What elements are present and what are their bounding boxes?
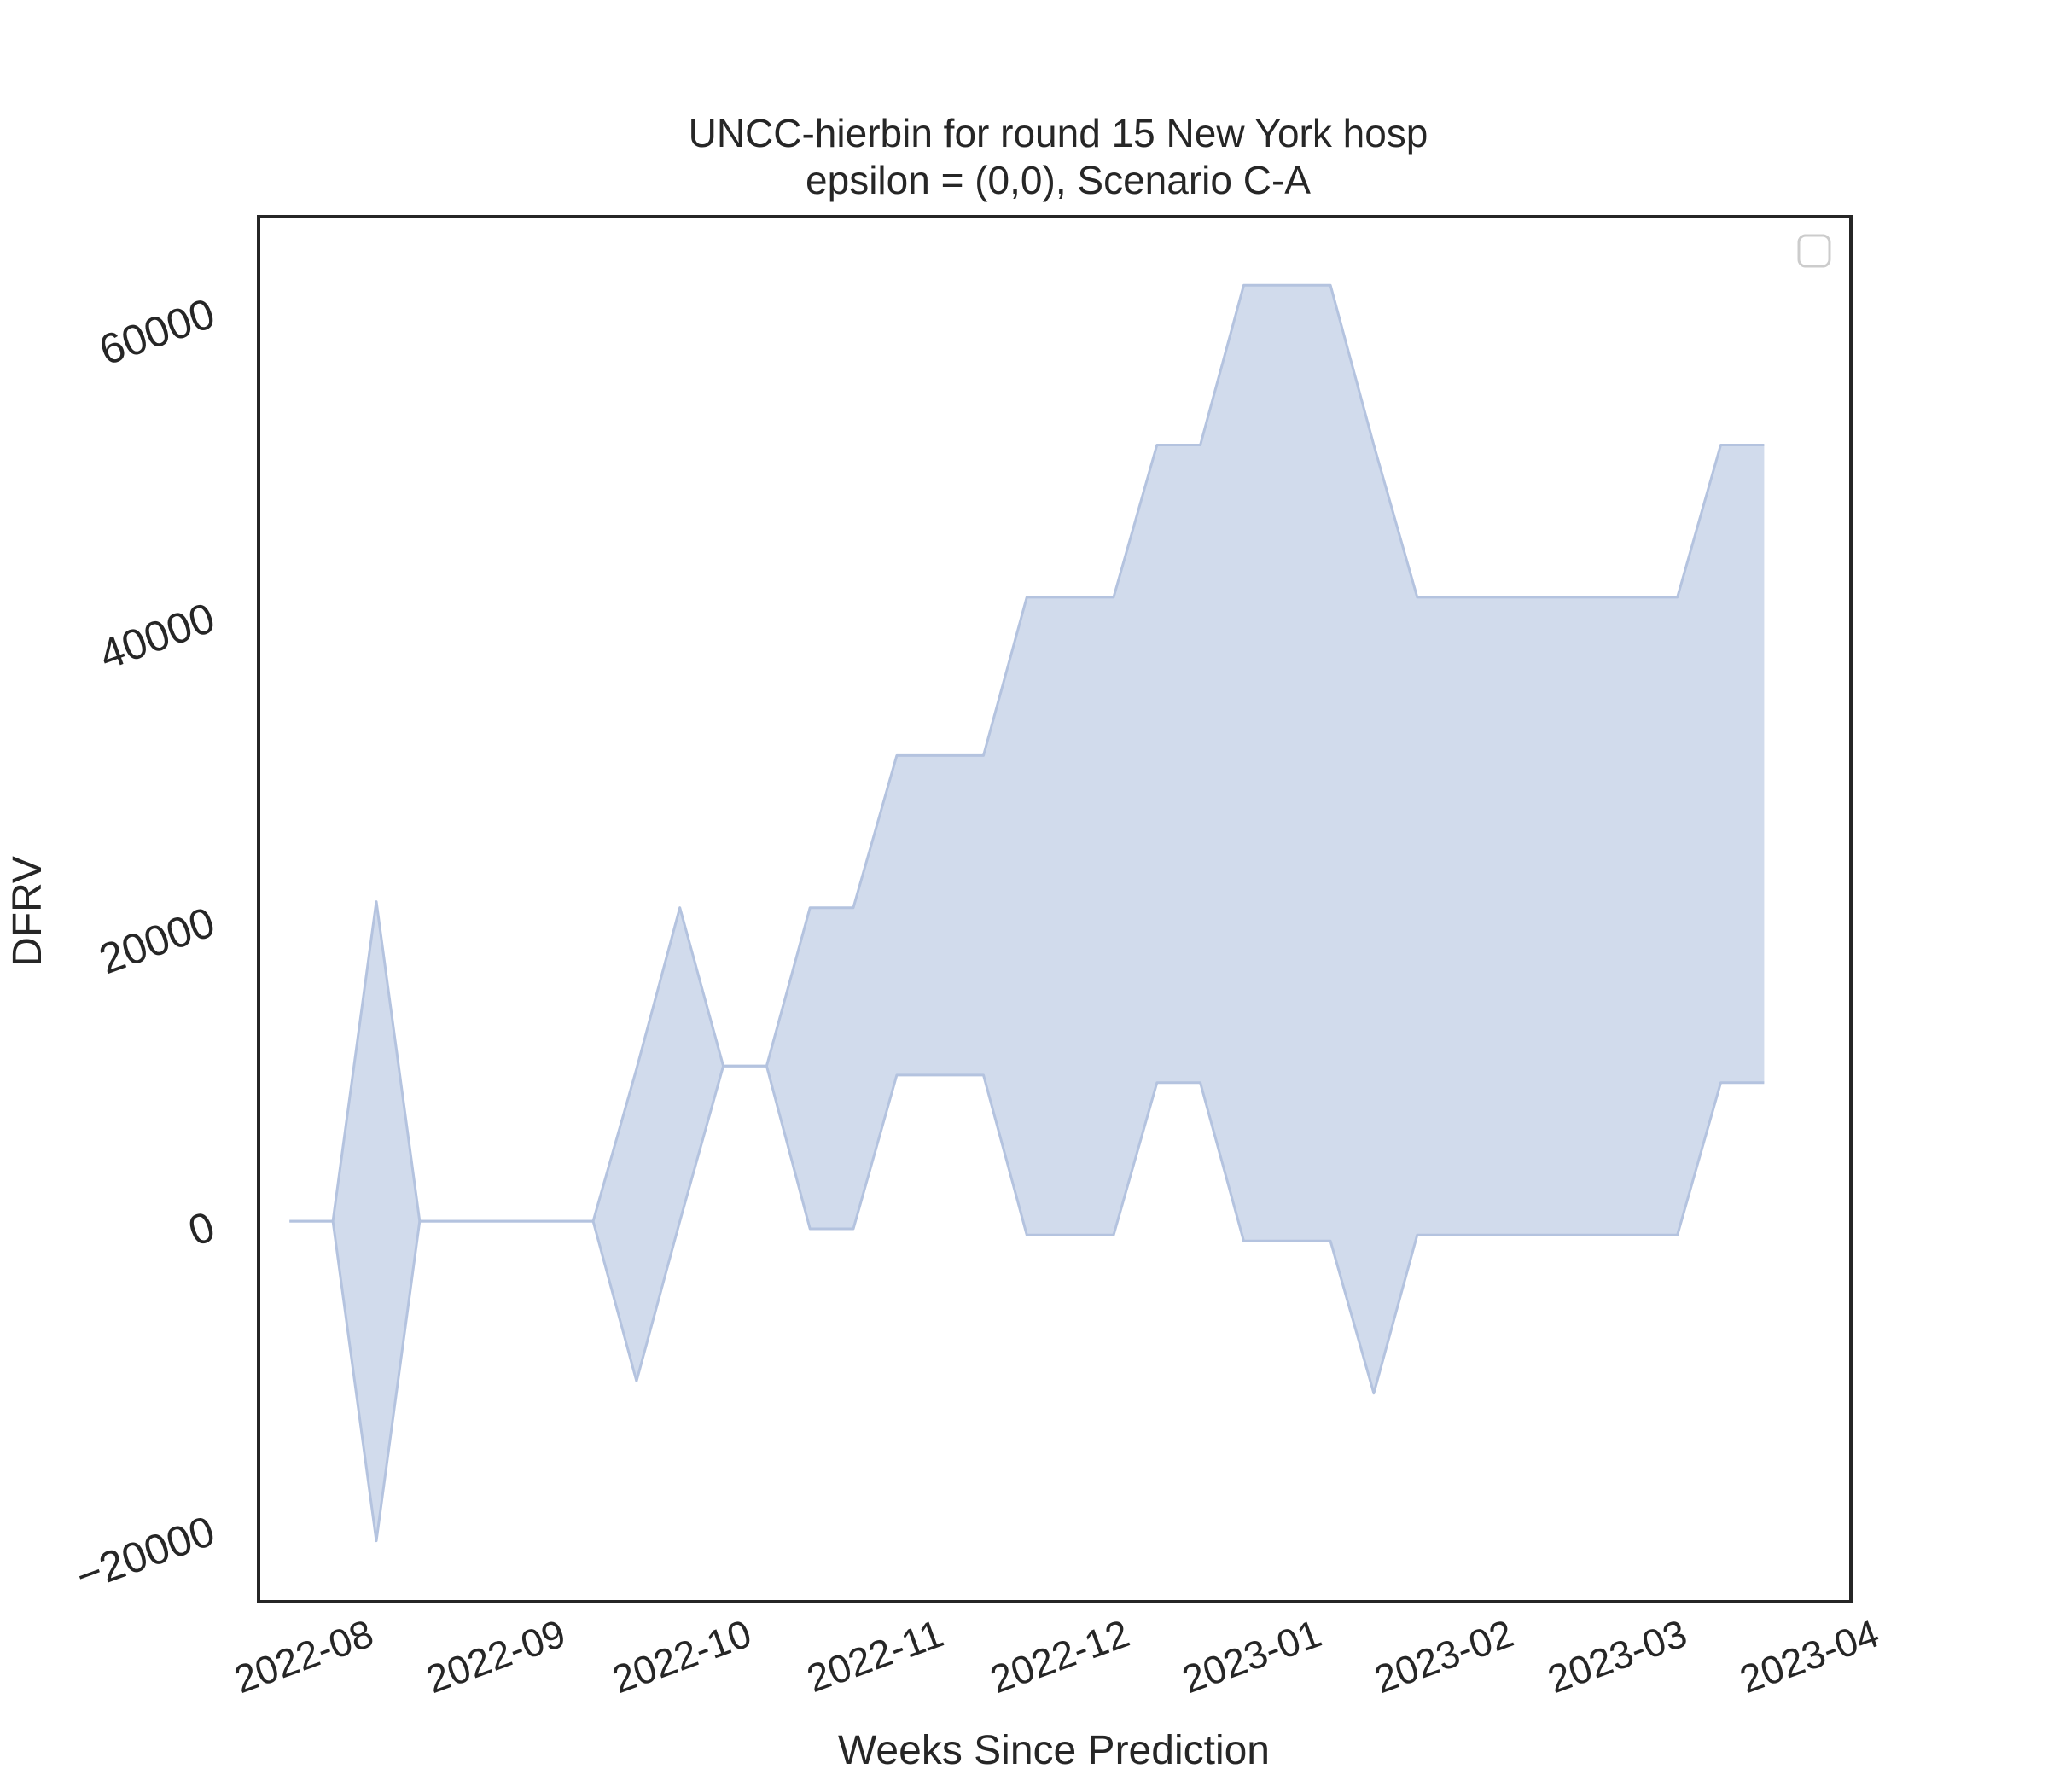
x-tick-label: 2022-11	[801, 1611, 949, 1701]
chart-title-line-1: UNCC-hierbin for round 15 New York hosp	[689, 111, 1428, 155]
y-tick-label: 40000	[93, 593, 221, 678]
y-tick-label: −20000	[70, 1507, 221, 1601]
y-tick-label: 0	[182, 1202, 220, 1255]
x-tick-label: 2022-09	[421, 1611, 571, 1702]
x-tick-label: 2023-04	[1734, 1611, 1884, 1702]
y-tick-labels: −20000 0 20000 40000 60000	[70, 289, 221, 1601]
y-axis-label: DFRV	[5, 856, 50, 967]
x-tick-label: 2022-08	[229, 1611, 379, 1702]
legend-box	[1797, 234, 1831, 268]
x-tick-label: 2022-10	[607, 1611, 757, 1702]
band-lower-line	[289, 1064, 1765, 1543]
y-tick-label: 20000	[93, 898, 221, 983]
chart-title-line-2: epsilon = (0,0), Scenario C-A	[806, 158, 1311, 202]
y-tick-label: 60000	[93, 289, 221, 375]
x-tick-label: 2022-12	[984, 1611, 1134, 1702]
band-area	[289, 285, 1765, 1541]
x-tick-labels: 2022-08 2022-09 2022-10 2022-11 2022-12 2023-…	[229, 1611, 1885, 1702]
x-tick-label: 2023-01	[1176, 1611, 1326, 1702]
x-tick-label: 2023-02	[1369, 1611, 1519, 1702]
plot-frame	[257, 215, 1853, 1603]
x-axis-label: Weeks Since Prediction	[838, 1728, 1270, 1773]
plot-area	[289, 283, 1765, 1543]
x-tick-label: 2023-03	[1542, 1611, 1692, 1702]
